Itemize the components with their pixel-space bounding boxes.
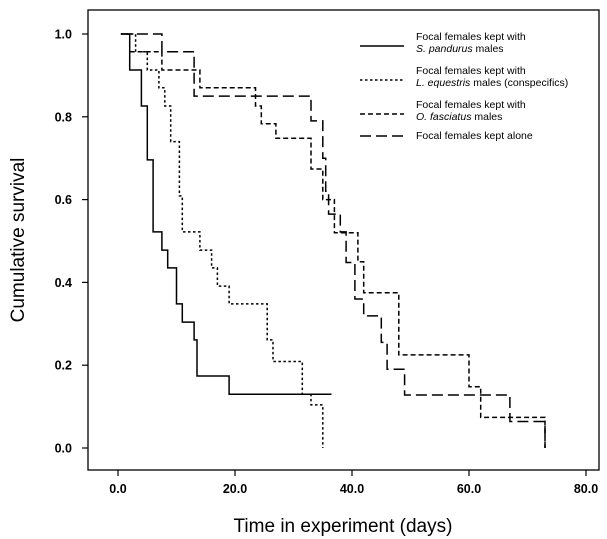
legend-label-3-line2: O. fasciatus males [416, 111, 502, 123]
legend-label-1-line2: S. pandurus males [416, 43, 504, 55]
legend-label-suffix: males [473, 43, 504, 55]
legend-species-name: O. fasciatus [416, 111, 472, 123]
x-tick-label: 0.0 [109, 482, 126, 496]
y-tick-label: 0.4 [55, 276, 72, 290]
legend-species-name: L. equestris [416, 77, 471, 89]
series-line-1 [120, 33, 332, 395]
y-axis: 0.0 0.2 0.4 0.6 0.8 1.0 [55, 28, 88, 456]
series-line-4 [120, 33, 546, 448]
series-line-2 [120, 33, 324, 448]
legend-label-2: Focal females kept with [416, 65, 526, 77]
legend-label-suffix: males (conspecifics) [470, 77, 568, 89]
y-axis-title: Cumulative survival [8, 158, 29, 323]
y-tick-label: 0.8 [55, 110, 72, 124]
y-tick-label: 0.0 [55, 442, 72, 456]
legend-label-suffix: males [471, 111, 502, 123]
legend-label-2-line2: L. equestris males (conspecifics) [416, 77, 568, 89]
series-layer [120, 33, 546, 448]
x-axis: 0.0 20.0 40.0 60.0 80.0 [109, 470, 598, 496]
legend-label-4: Focal females kept alone [416, 130, 533, 142]
x-tick-label: 20.0 [223, 482, 247, 496]
y-tick-label: 0.2 [55, 359, 72, 373]
plot-frame [87, 9, 600, 471]
y-tick-label: 1.0 [55, 28, 72, 42]
legend-species-name: S. pandurus [416, 43, 473, 55]
legend-label-3: Focal females kept with [416, 99, 526, 111]
x-tick-label: 60.0 [457, 482, 481, 496]
x-tick-label: 40.0 [340, 482, 364, 496]
y-tick-label: 0.6 [55, 193, 72, 207]
series-line-3 [129, 51, 546, 448]
legend-label-1: Focal females kept with [416, 31, 526, 43]
x-tick-label: 80.0 [574, 482, 598, 496]
x-axis-title: Time in experiment (days) [234, 516, 453, 537]
